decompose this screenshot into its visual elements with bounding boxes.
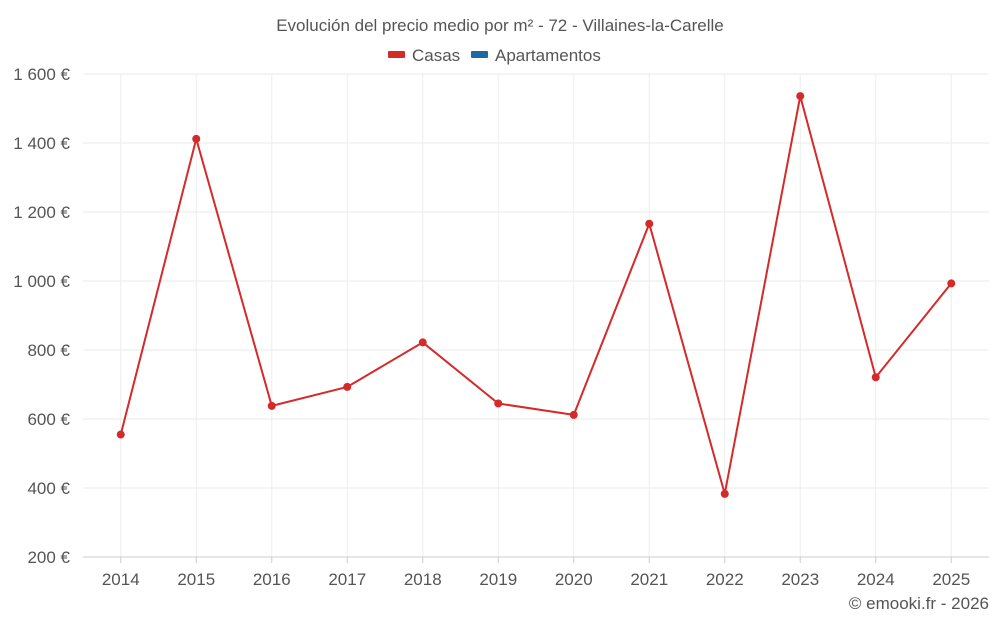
credit-text: © emooki.fr - 2026: [849, 594, 989, 613]
legend-swatch-casas: [388, 51, 405, 58]
series-line-casas: [119, 95, 953, 495]
y-tick-label: 200 €: [27, 548, 70, 567]
x-tick-label: 2021: [630, 570, 668, 589]
plot-area: [116, 92, 956, 498]
y-tick-label: 1 600 €: [13, 65, 70, 84]
data-point-casas: [116, 430, 125, 439]
x-tick-label: 2024: [857, 570, 895, 589]
y-tick-label: 1 400 €: [13, 134, 70, 153]
y-tick-label: 1 000 €: [13, 272, 70, 291]
data-point-casas: [418, 338, 427, 347]
data-point-casas: [267, 401, 276, 410]
x-tick-label: 2023: [781, 570, 819, 589]
legend: Casas Apartamentos: [388, 46, 601, 65]
data-point-casas: [494, 399, 503, 408]
x-tick-label: 2022: [706, 570, 744, 589]
x-tick-label: 2020: [555, 570, 593, 589]
x-axis: 2014 2015 2016 2017 2018 2019 2020 2021 2022 2023…: [83, 556, 989, 589]
y-axis: 200 € 400 € 600 € 800 € 1 000 € 1 200 € 1 400 …: [13, 65, 70, 567]
chart-title: Evolución del precio medio por m² - 72 -…: [276, 16, 724, 35]
x-tick-label: 2015: [177, 570, 215, 589]
x-tick-label: 2016: [253, 570, 291, 589]
data-point-casas: [947, 279, 956, 288]
x-tick-label: 2014: [102, 570, 140, 589]
data-point-casas: [720, 489, 729, 498]
legend-label-apartamentos: Apartamentos: [495, 46, 601, 65]
x-tick-label: 2025: [932, 570, 970, 589]
legend-label-casas: Casas: [412, 46, 460, 65]
data-point-casas: [569, 410, 578, 419]
legend-item-casas[interactable]: Casas: [388, 46, 460, 65]
data-point-casas: [343, 382, 352, 391]
data-point-casas: [796, 92, 805, 101]
y-tick-label: 800 €: [27, 341, 70, 360]
y-tick-label: 600 €: [27, 410, 70, 429]
data-point-casas: [645, 219, 654, 228]
legend-item-apartamentos[interactable]: Apartamentos: [471, 46, 601, 65]
y-tick-label: 400 €: [27, 479, 70, 498]
x-tick-label: 2017: [328, 570, 366, 589]
gridlines: [83, 73, 989, 557]
legend-swatch-apartamentos: [471, 51, 488, 58]
data-point-casas: [192, 134, 201, 143]
y-tick-label: 1 200 €: [13, 203, 70, 222]
x-tick-label: 2018: [404, 570, 442, 589]
x-tick-label: 2019: [479, 570, 517, 589]
data-point-casas: [871, 373, 880, 382]
